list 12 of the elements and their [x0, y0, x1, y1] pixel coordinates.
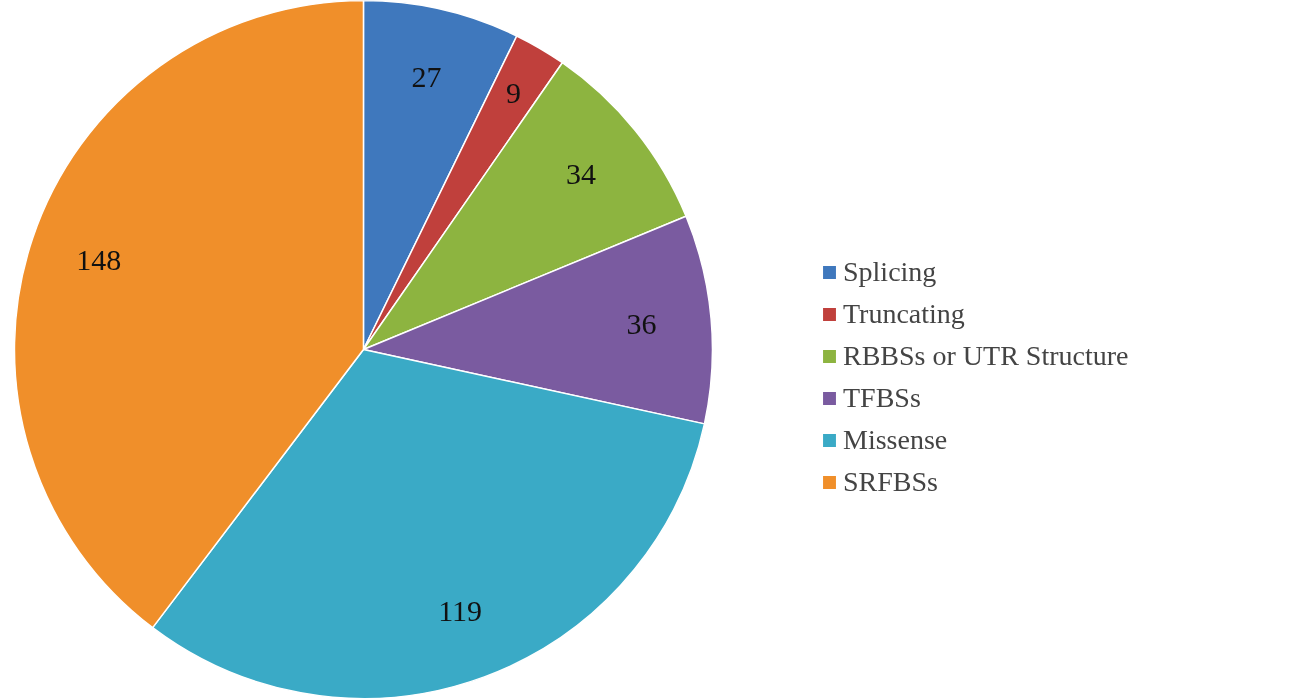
legend-label: TFBSs	[843, 382, 921, 414]
data-label: 9	[506, 76, 522, 110]
legend-label: Splicing	[843, 256, 937, 288]
legend-label: Missense	[843, 424, 948, 456]
data-label: 119	[438, 593, 483, 627]
data-label: 36	[626, 307, 657, 341]
legend-label: SRFBSs	[843, 466, 938, 498]
data-label: 27	[411, 59, 442, 93]
legend-label: Truncating	[843, 298, 965, 330]
legend-label: RBBSs or UTR Structure	[843, 340, 1129, 372]
data-label: 148	[76, 243, 122, 277]
data-label: 34	[565, 156, 596, 190]
